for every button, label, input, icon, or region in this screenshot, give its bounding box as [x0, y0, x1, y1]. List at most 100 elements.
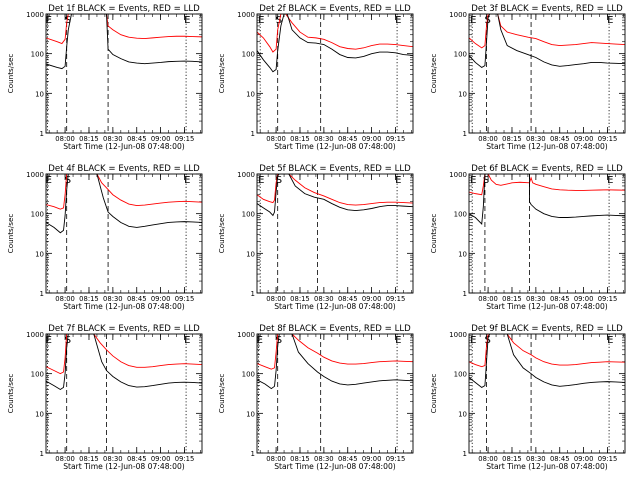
chart-title: Det 7f BLACK = Events, RED = LLD: [48, 324, 200, 334]
series-events-line: [469, 14, 625, 68]
x-axis-label: Start Time (12-Jun-08 07:48:00): [274, 142, 396, 151]
plot-frame: [468, 333, 626, 454]
y-tick-label: 1000: [449, 11, 467, 19]
y-tick-label: 100: [242, 371, 255, 379]
chart-title: Det 6f BLACK = Events, RED = LLD: [471, 164, 623, 174]
x-tick-label: 09:15: [175, 295, 195, 303]
series-events-line: [469, 174, 625, 225]
y-axis-label: Counts/sec: [6, 54, 15, 94]
y-tick-label: 100: [31, 51, 44, 59]
event-marker-label: E: [470, 15, 476, 26]
y-tick-label: 1: [40, 290, 44, 298]
y-tick-label: 1000: [237, 171, 255, 179]
y-tick-label: 1: [40, 450, 44, 458]
series-lld-line: [46, 14, 202, 45]
y-tick-label: 1000: [26, 171, 44, 179]
x-tick-label: 08:00: [478, 455, 498, 463]
x-tick-label: 08:00: [55, 295, 75, 303]
event-marker-label: E: [395, 175, 401, 186]
chart-title: Det 3f BLACK = Events, RED = LLD: [471, 4, 623, 14]
y-axis-label: Counts/sec: [429, 214, 438, 254]
y-axis-label: Counts/sec: [429, 54, 438, 94]
y-tick-label: 1: [463, 130, 467, 138]
x-tick-label: 08:30: [314, 135, 334, 143]
x-axis-label: Start Time (12-Jun-08 07:48:00): [63, 142, 185, 151]
event-marker-label: S: [483, 175, 489, 186]
x-axis-label: Start Time (12-Jun-08 07:48:00): [486, 462, 608, 471]
y-tick-label: 100: [454, 371, 467, 379]
chart-title: Det 2f BLACK = Events, RED = LLD: [259, 4, 411, 14]
event-marker-label: E: [258, 175, 264, 186]
series-events-line: [257, 14, 413, 73]
series-events-line: [257, 174, 413, 217]
x-tick-label: 08:15: [79, 135, 99, 143]
series-lld-line: [257, 174, 413, 206]
chart-panel: Det 3f BLACK = Events, RED = LLD Counts/s…: [429, 4, 626, 151]
series-events-line: [46, 14, 202, 70]
x-tick-label: 09:00: [151, 455, 171, 463]
x-tick-label: 08:00: [55, 135, 75, 143]
plot-frame: [256, 333, 414, 454]
event-marker-label: E: [258, 15, 264, 26]
x-tick-label: 08:15: [79, 295, 99, 303]
chart-panel: Det 9f BLACK = Events, RED = LLD Counts/s…: [429, 324, 626, 471]
series-events-line: [257, 334, 413, 390]
x-tick-label: 09:00: [151, 295, 171, 303]
chart-panel: Det 6f BLACK = Events, RED = LLD Counts/s…: [429, 164, 626, 311]
x-tick-label: 09:00: [362, 295, 382, 303]
x-tick-label: 08:15: [502, 135, 522, 143]
series-group: [469, 14, 625, 68]
chart-panel: Det 2f BLACK = Events, RED = LLD Counts/s…: [217, 4, 414, 151]
event-marker-label: E: [470, 335, 476, 346]
chart-title: Det 1f BLACK = Events, RED = LLD: [48, 4, 200, 14]
y-tick-label: 1000: [237, 11, 255, 19]
x-tick-label: 09:15: [386, 295, 406, 303]
y-tick-label: 100: [242, 51, 255, 59]
y-tick-label: 1: [463, 450, 467, 458]
y-axis-label: Counts/sec: [217, 214, 226, 254]
event-marker-label: E: [395, 15, 401, 26]
plot-frame: [256, 173, 414, 294]
chart-panel: Det 7f BLACK = Events, RED = LLD Counts/s…: [6, 324, 203, 471]
x-tick-label: 08:15: [290, 455, 310, 463]
y-tick-label: 10: [458, 250, 467, 258]
series-group: [46, 334, 202, 390]
series-lld-line: [469, 334, 625, 368]
event-marker-label: E: [184, 335, 190, 346]
x-tick-label: 08:30: [103, 135, 123, 143]
x-tick-label: 08:30: [314, 455, 334, 463]
event-marker-label: S: [65, 15, 71, 26]
x-tick-label: 08:30: [526, 455, 546, 463]
event-marker-label: E: [607, 335, 613, 346]
x-tick-label: 09:00: [362, 455, 382, 463]
x-tick-label: 08:15: [290, 295, 310, 303]
y-tick-label: 10: [246, 410, 255, 418]
y-tick-label: 100: [454, 51, 467, 59]
chart-title: Det 9f BLACK = Events, RED = LLD: [471, 324, 623, 334]
series-group: [469, 334, 625, 388]
y-tick-label: 1000: [449, 171, 467, 179]
x-axis-label: Start Time (12-Jun-08 07:48:00): [274, 462, 396, 471]
event-marker-label: S: [276, 335, 282, 346]
x-tick-label: 08:15: [502, 295, 522, 303]
plot-frame: [45, 333, 203, 454]
chart-panel: Det 5f BLACK = Events, RED = LLD Counts/s…: [217, 164, 414, 311]
y-tick-label: 1: [251, 290, 255, 298]
y-tick-label: 10: [246, 250, 255, 258]
x-tick-label: 09:15: [598, 295, 618, 303]
chart-panel: Det 1f BLACK = Events, RED = LLD Counts/s…: [6, 4, 203, 151]
x-tick-label: 08:30: [526, 135, 546, 143]
x-tick-label: 08:00: [266, 455, 286, 463]
y-tick-label: 1: [251, 130, 255, 138]
x-tick-label: 08:15: [290, 135, 310, 143]
x-tick-label: 08:45: [127, 295, 147, 303]
series-group: [46, 174, 202, 234]
y-tick-label: 10: [35, 410, 44, 418]
y-tick-label: 10: [458, 410, 467, 418]
x-tick-label: 08:30: [314, 295, 334, 303]
x-tick-label: 08:45: [127, 455, 147, 463]
series-events-line: [469, 334, 625, 388]
y-tick-label: 1000: [26, 331, 44, 339]
y-axis-label: Counts/sec: [6, 214, 15, 254]
